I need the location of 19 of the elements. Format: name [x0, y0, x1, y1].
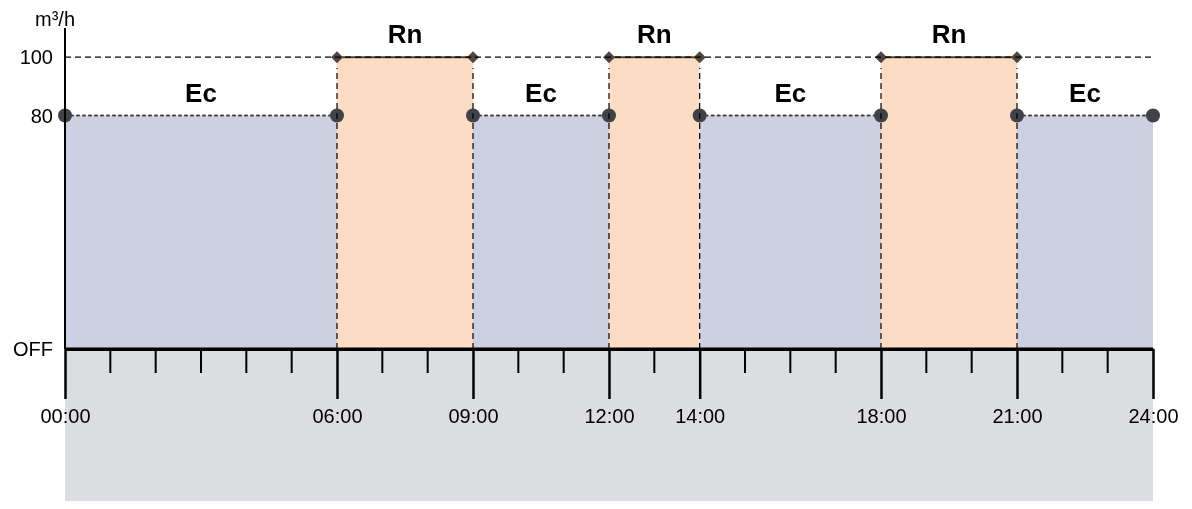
text: Ec	[1069, 77, 1101, 108]
x-tick-label: 21:00	[992, 405, 1043, 428]
text: Ec	[774, 77, 807, 108]
x-tick-label: 12:00	[584, 405, 635, 428]
series-label: Ec	[185, 77, 217, 108]
text: Rn	[637, 19, 672, 50]
y-tick-label: 80	[30, 104, 53, 127]
y-tick-label: OFF	[13, 338, 53, 360]
x-tick-label: 14:00	[675, 405, 726, 428]
x-tick-label: 24:00	[1128, 405, 1179, 428]
x-tick-label: 00:00	[40, 405, 91, 428]
y-axis-title: m³/h	[35, 8, 75, 30]
y-tick-label: 100	[19, 46, 53, 69]
x-tick-label: 18:00	[856, 405, 907, 428]
text: Rn	[931, 19, 967, 50]
x-tick-label: 06:00	[312, 405, 363, 428]
series-label: Rn	[387, 19, 423, 50]
x-tick-label: 09:00	[448, 405, 499, 428]
text: Ec	[525, 77, 557, 108]
